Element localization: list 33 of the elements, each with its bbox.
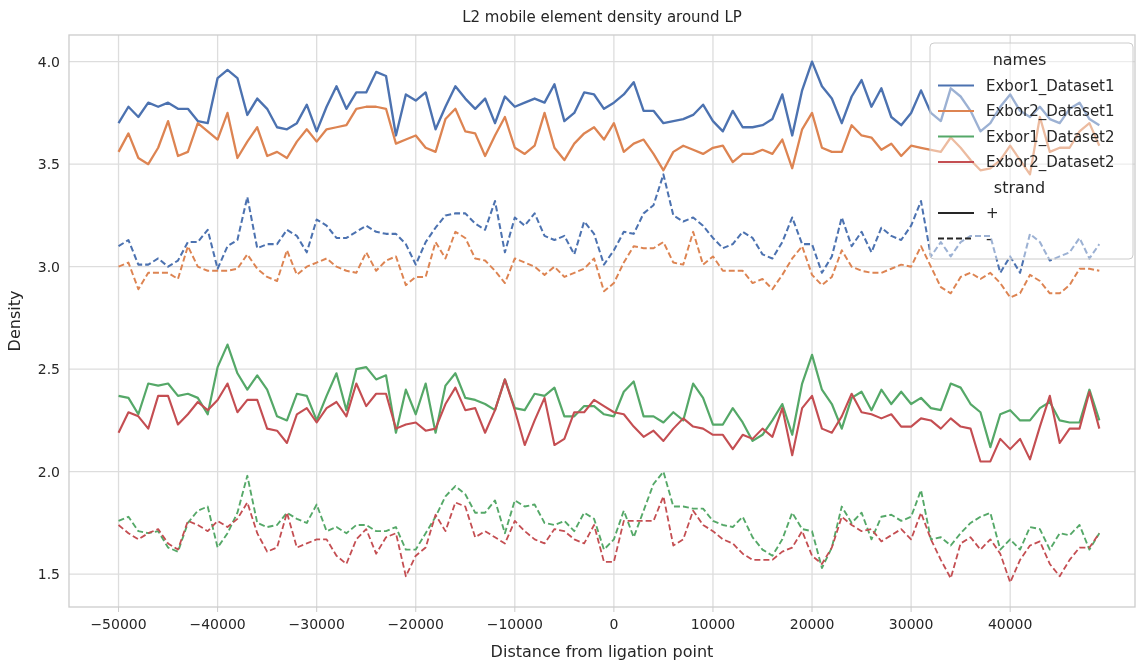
legend-label: Exbor2_Dataset1	[986, 102, 1115, 121]
annotation: strand	[993, 177, 1046, 197]
line-series	[117, 343, 1101, 449]
x-tick-label: 20000	[789, 616, 835, 632]
x-tick-label: −30000	[288, 616, 345, 632]
x-tick-label: −10000	[486, 616, 543, 632]
x-tick-label: 40000	[987, 616, 1033, 632]
y-tick-label: 3.0	[37, 258, 60, 275]
legend-label: Exbor1_Dataset1	[986, 76, 1115, 96]
x-tick-label: −40000	[189, 616, 246, 632]
line-series	[117, 230, 1101, 299]
y-tick-label: 2.5	[37, 361, 60, 378]
legend-title: names	[992, 50, 1047, 69]
legend-label: Exbor1_Dataset2	[986, 127, 1115, 147]
line-series	[117, 470, 1101, 569]
x-tick-label: −50000	[90, 616, 147, 632]
chart-title: L2 mobile element density around LP	[462, 8, 742, 26]
y-tick-label: 4.0	[37, 53, 60, 70]
y-tick-label: 3.5	[37, 156, 60, 173]
line-series	[117, 173, 1101, 274]
y-tick-label: 2.0	[37, 463, 60, 480]
annotation: -	[986, 229, 992, 248]
y-tick-label: 1.5	[37, 566, 60, 583]
x-tick-label: 10000	[690, 616, 736, 632]
line-series	[117, 495, 1101, 584]
x-tick-label: −20000	[387, 616, 444, 632]
legend-label: Exbor2_Dataset2	[986, 153, 1115, 172]
x-axis-title: Distance from ligation point	[490, 642, 714, 661]
x-tick-label: 30000	[888, 616, 934, 632]
annotation: +	[986, 204, 999, 222]
y-axis-title: Density	[5, 290, 24, 352]
x-tick-label: 0	[609, 616, 619, 632]
line-series	[117, 378, 1101, 463]
